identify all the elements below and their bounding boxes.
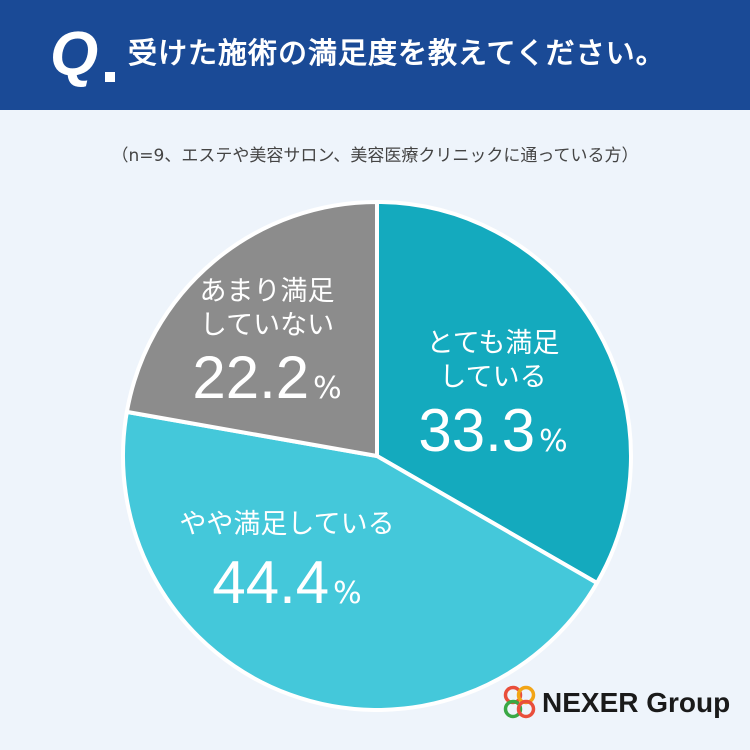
- question-title: 受けた施術の満足度を教えてください。: [128, 36, 666, 70]
- slice-label: とても満足: [427, 328, 560, 359]
- slice-label: していない: [200, 310, 334, 341]
- slice-value-label: 33.3%: [418, 397, 567, 464]
- slice-label: やや満足している: [179, 509, 394, 540]
- sample-note: （n=9、エステや美容サロン、美容医療クリニックに通っている方）: [111, 146, 639, 166]
- slice-somewhat-satisfied: [121, 409, 599, 712]
- nexer-logo-icon: [503, 685, 536, 719]
- slice-label: あまり満足: [200, 276, 335, 307]
- question-mark: Q: [50, 20, 99, 89]
- slice-not-very-satisfied: [124, 200, 379, 458]
- brand-logo: NEXER Group: [498, 678, 738, 728]
- slice-very-satisfied: [375, 200, 633, 585]
- slice-label: している: [439, 362, 546, 393]
- slice-value-label: 22.2%: [192, 344, 341, 411]
- slice-value-label: 44.4%: [212, 549, 361, 616]
- question-header: Q 受けた施術の満足度を教えてください。: [0, 0, 750, 110]
- brand-name: NEXER Group: [542, 687, 731, 718]
- question-mark-dot: [105, 72, 115, 82]
